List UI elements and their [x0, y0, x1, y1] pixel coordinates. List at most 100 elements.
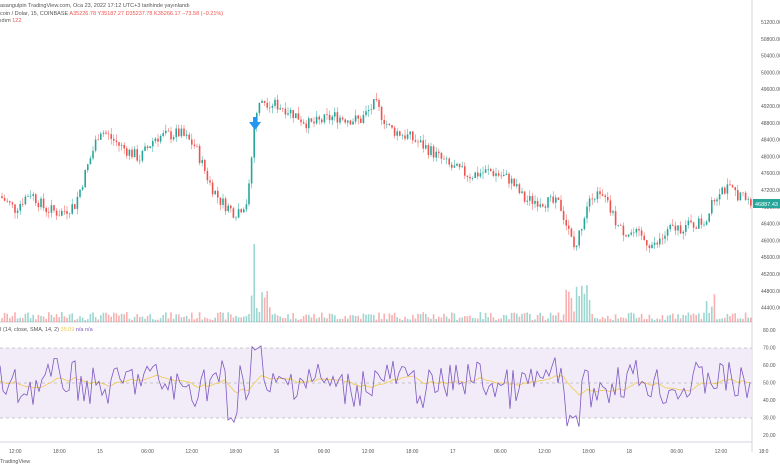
candle-body [617, 225, 619, 226]
price-axis[interactable]: 51200.00 50800.00 50400.00 50000.00 49600.00… [761, 20, 780, 312]
volume-bar [94, 317, 97, 322]
price-tick: 47200.00 [761, 188, 780, 194]
candle-body [604, 195, 606, 198]
volume-bar [586, 285, 588, 322]
volume-bar [427, 317, 430, 322]
volume-bar [464, 316, 466, 322]
volume-bar [157, 319, 159, 322]
price-tick: 48000.00 [761, 154, 780, 160]
rsi-tick: 80.00 [763, 328, 776, 334]
candlesticks[interactable] [1, 92, 752, 253]
volume-bar [81, 317, 84, 322]
candle-body [191, 139, 193, 145]
volume-bar [646, 318, 648, 322]
volume-bar [240, 317, 242, 322]
volume-bar [526, 312, 528, 322]
candle-body [432, 146, 435, 158]
candle-body [167, 130, 170, 132]
volume-bar [432, 314, 435, 322]
candle-body [401, 135, 404, 137]
rsi-legend: I (14, close, SMA, 14, 2) 35.09 n/a n/a [0, 327, 93, 333]
price-tick: 47600.00 [761, 171, 780, 177]
candle-body [451, 164, 453, 168]
rsi-axis[interactable]: 80.00 70.00 60.00 50.00 40.00 30.00 20.00 [763, 328, 776, 439]
volume-bar [201, 319, 203, 322]
volume-bar [373, 314, 375, 322]
price-tick: 48800.00 [761, 121, 780, 127]
candle-body [690, 220, 692, 223]
candle-body [19, 203, 21, 211]
candle-body [3, 198, 6, 201]
volume-bar [219, 312, 222, 322]
volume-bar [326, 318, 328, 322]
time-tick: 12:00 [538, 449, 551, 455]
candle-body [315, 116, 318, 124]
candle-body [107, 133, 110, 135]
time-tick: 12:00 [9, 449, 22, 455]
volume-bar [477, 318, 479, 322]
volume-bar [406, 318, 409, 322]
volume-bar [126, 312, 128, 322]
volume-bar [734, 313, 736, 322]
volume-bar [110, 316, 112, 322]
candle-body [240, 209, 242, 213]
candle-body [536, 200, 539, 207]
volume-bar [154, 319, 157, 322]
volume-bar [518, 316, 521, 322]
candle-body [11, 202, 14, 205]
candle-body [110, 134, 112, 139]
volume-bar [6, 313, 8, 322]
volume-bar [661, 315, 664, 322]
volume-bar [362, 313, 365, 322]
volume-value: 122 [12, 18, 22, 24]
volume-bar [22, 318, 24, 322]
volume-bar [152, 319, 154, 322]
candle-body [300, 119, 302, 123]
candle-body [243, 209, 245, 213]
volume-bar [604, 318, 606, 322]
candle-body [128, 149, 131, 156]
candle-body [214, 190, 216, 195]
candle-body [175, 128, 177, 138]
candle-body [84, 170, 86, 188]
candle-body [219, 197, 222, 205]
candle-body [211, 182, 214, 195]
candle-body [544, 206, 547, 208]
volume-bar [487, 317, 489, 322]
candle-body [334, 112, 336, 117]
volume-bar [318, 317, 320, 322]
candle-body [497, 173, 500, 176]
volume-bar [718, 318, 721, 322]
time-axis[interactable]: 12:00 18:00 15 06:00 12:00 18:00 16 06:00 12:00 1… [9, 449, 769, 455]
candle-body [726, 184, 729, 194]
symbol-label[interactable]: coin / Dolar, 15, COINBASE [0, 11, 69, 17]
candle-body [729, 184, 731, 186]
volume-bar [435, 318, 437, 322]
volume-bar [594, 317, 596, 322]
candle-body [594, 199, 596, 200]
candle-body [529, 195, 531, 201]
volume-bar [692, 313, 695, 322]
volume-bar [68, 314, 71, 322]
candle-body [601, 194, 604, 196]
candle-body [183, 128, 185, 136]
volume-bar [466, 316, 469, 322]
candle-body [141, 150, 144, 161]
volume-bar [178, 314, 180, 322]
volume-bar [24, 313, 27, 322]
volume-label[interactable]: ıdım [0, 18, 11, 24]
volume-bar [50, 314, 53, 322]
volume-bar [42, 316, 45, 322]
candle-body [113, 138, 115, 141]
time-tick: 18:00 [406, 449, 419, 455]
volume-bar [726, 314, 729, 322]
candle-body [638, 228, 640, 231]
volume-bar [565, 289, 567, 322]
rsi-label[interactable]: I (14, close, SMA, 14, 2) [0, 327, 59, 333]
volume-bar [162, 314, 164, 322]
volume-bar [211, 319, 214, 322]
volume-bar [183, 316, 185, 322]
volume-bar [440, 317, 443, 322]
volume-bar [222, 312, 224, 322]
